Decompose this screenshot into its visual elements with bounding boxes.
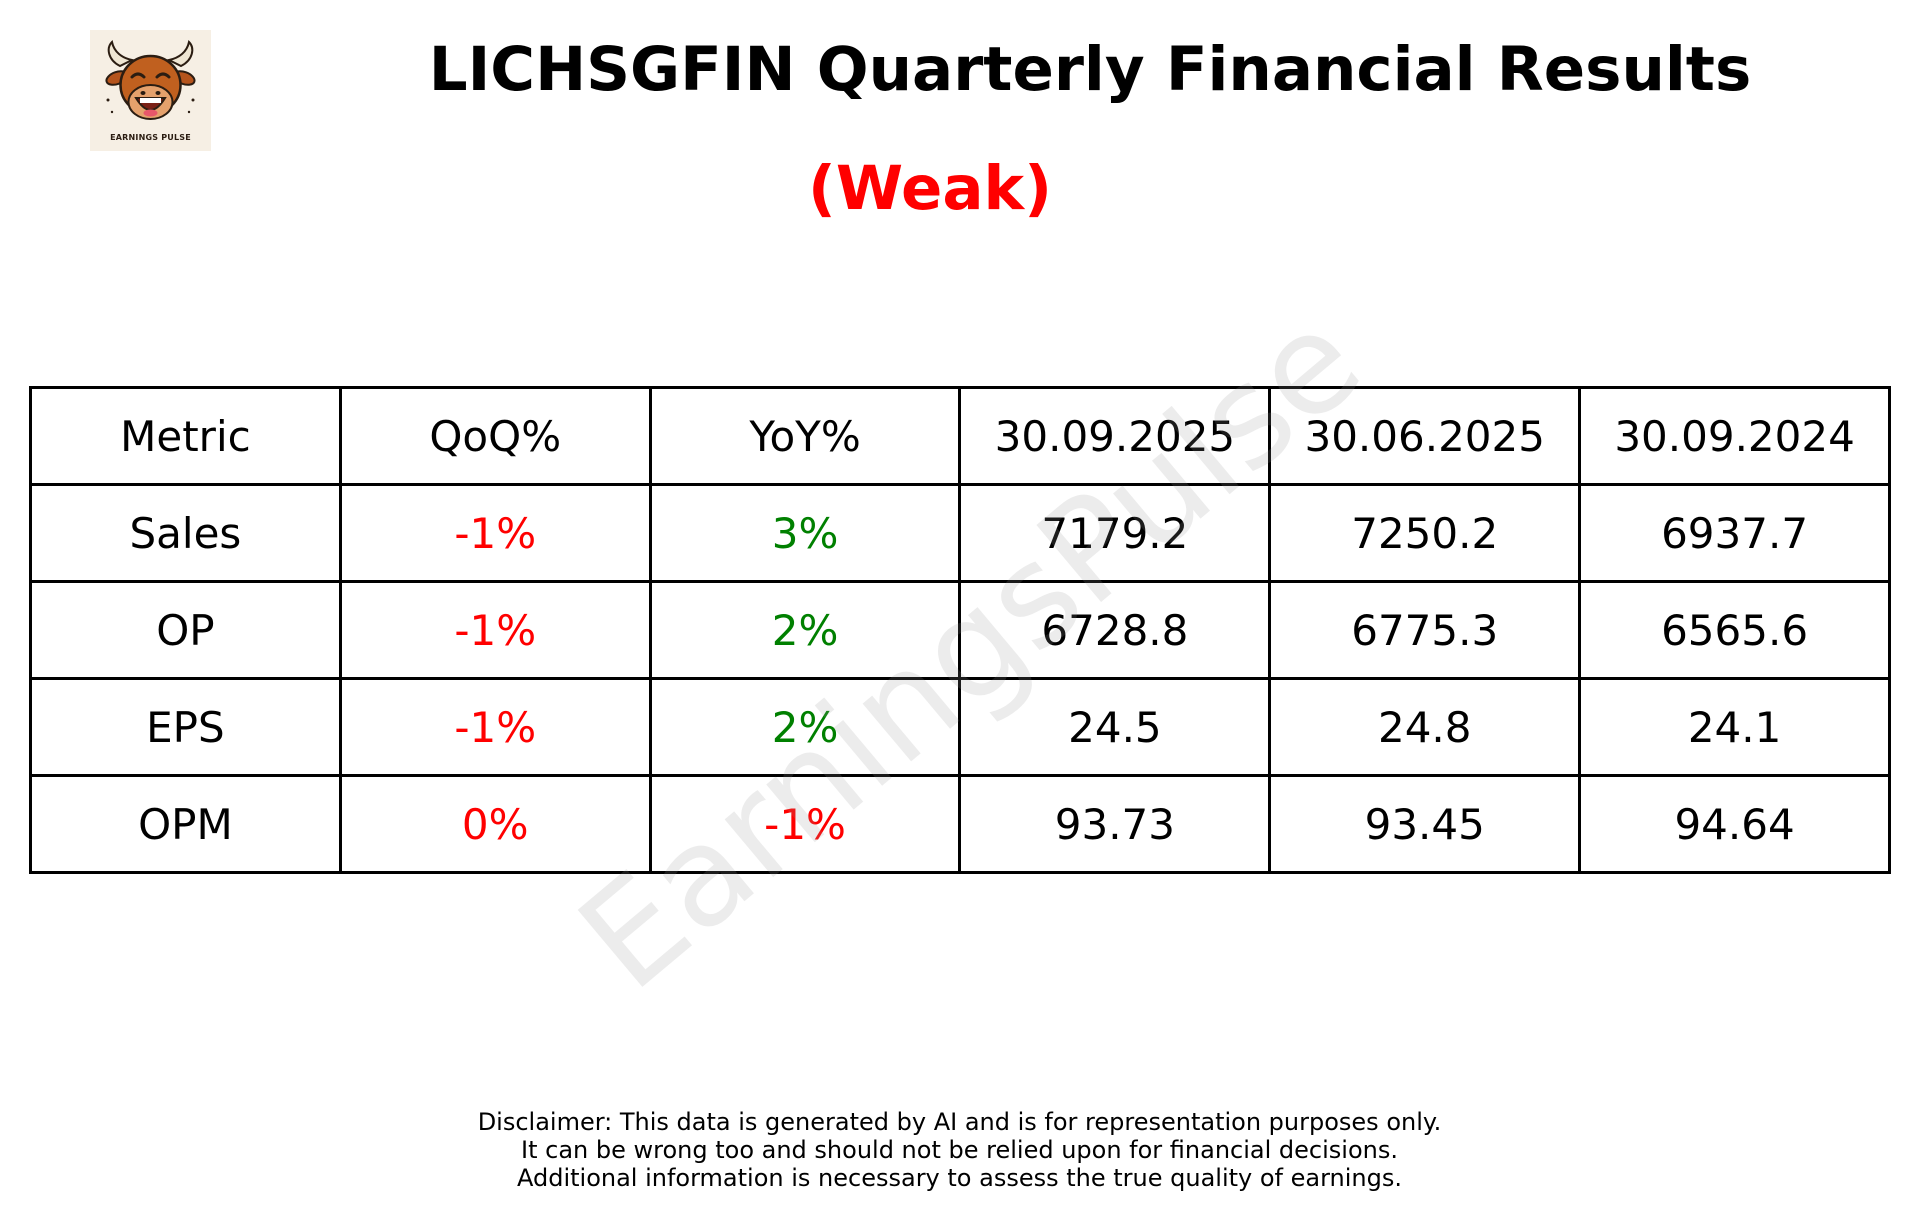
table-row: Sales -1% 3% 7179.2 7250.2 6937.7 (29, 483, 1891, 583)
value-cell: 7250.2 (1268, 483, 1582, 583)
header-quarter-1: 30.09.2025 (958, 386, 1272, 486)
qoq-cell: 0% (338, 774, 652, 874)
table-header-row: Metric QoQ% YoY% 30.09.2025 30.06.2025 3… (29, 386, 1891, 486)
metric-cell: OP (29, 580, 342, 680)
yoy-cell: 2% (648, 580, 962, 680)
value-cell: 94.64 (1578, 774, 1891, 874)
table-row: OP -1% 2% 6728.8 6775.3 6565.6 (29, 580, 1891, 680)
yoy-cell: 2% (648, 677, 962, 777)
value-cell: 6775.3 (1268, 580, 1582, 680)
value-cell: 24.1 (1578, 677, 1891, 777)
qoq-cell: -1% (338, 677, 652, 777)
results-table: Metric QoQ% YoY% 30.09.2025 30.06.2025 3… (29, 386, 1891, 874)
logo-text: EARNINGS PULSE (110, 133, 191, 142)
qoq-cell: -1% (338, 483, 652, 583)
value-cell: 7179.2 (958, 483, 1272, 583)
metric-cell: OPM (29, 774, 342, 874)
table-row: EPS -1% 2% 24.5 24.8 24.1 (29, 677, 1891, 777)
disclaimer-line: Disclaimer: This data is generated by AI… (477, 1108, 1442, 1136)
value-cell: 6728.8 (958, 580, 1272, 680)
yoy-cell: -1% (648, 774, 962, 874)
disclaimer-line: Additional information is necessary to a… (516, 1164, 1402, 1192)
earnings-pulse-logo: EARNINGS PULSE (90, 30, 211, 151)
table-row: OPM 0% -1% 93.73 93.45 94.64 (29, 774, 1891, 874)
header-qoq: QoQ% (338, 386, 652, 486)
value-cell: 93.45 (1268, 774, 1582, 874)
value-cell: 24.5 (958, 677, 1272, 777)
value-cell: 6565.6 (1578, 580, 1891, 680)
bull-mascot-icon (105, 39, 196, 120)
header-yoy: YoY% (648, 386, 962, 486)
header-quarter-3: 30.09.2024 (1578, 386, 1891, 486)
metric-cell: EPS (29, 677, 342, 777)
page-title: LICHSGFIN Quarterly Financial Results (428, 34, 1752, 105)
value-cell: 24.8 (1268, 677, 1582, 777)
header-quarter-2: 30.06.2025 (1268, 386, 1582, 486)
disclaimer: Disclaimer: This data is generated by AI… (0, 1108, 1919, 1192)
metric-cell: Sales (29, 483, 342, 583)
yoy-cell: 3% (648, 483, 962, 583)
qoq-cell: -1% (338, 580, 652, 680)
verdict-label: (Weak) (808, 153, 1052, 224)
value-cell: 6937.7 (1578, 483, 1891, 583)
header-metric: Metric (29, 386, 342, 486)
disclaimer-line: It can be wrong too and should not be re… (521, 1136, 1398, 1164)
value-cell: 93.73 (958, 774, 1272, 874)
